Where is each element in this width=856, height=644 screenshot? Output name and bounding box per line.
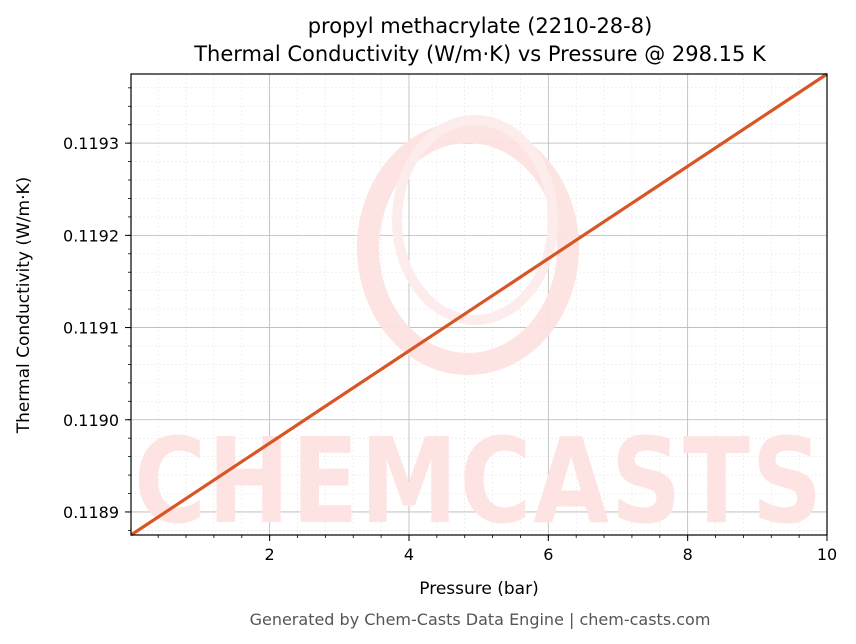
watermark-swirl (357, 121, 579, 375)
watermark-swirl-inner (392, 115, 558, 325)
axes-frame (130, 73, 828, 536)
x-tick-label: 8 (683, 545, 693, 564)
x-axis: 2 4 6 8 10 (157, 535, 837, 564)
y-axis-label: Thermal Conductivity (W/m·K) (14, 177, 34, 435)
y-tick-label: 0.1193 (63, 134, 119, 153)
x-tick-label: 2 (265, 545, 275, 564)
series-layer (130, 72, 828, 537)
y-tick-label: 0.1189 (63, 503, 119, 522)
y-tick-label: 0.1190 (63, 411, 119, 430)
x-tick-label: 6 (543, 545, 553, 564)
footer-credit: Generated by Chem-Casts Data Engine | ch… (250, 610, 711, 629)
minor-grid (131, 74, 827, 535)
chart-title: propyl methacrylate (2210-28-8) (308, 14, 653, 38)
watermark-text: CHEMCASTS (134, 412, 824, 550)
x-tick-label: 4 (404, 545, 414, 564)
series-line (130, 72, 828, 537)
y-tick-label: 0.1192 (63, 226, 119, 245)
watermark-logo (357, 115, 579, 375)
chart-subtitle: Thermal Conductivity (W/m·K) vs Pressure… (193, 42, 767, 66)
x-tick-label: 10 (817, 545, 837, 564)
y-tick-label: 0.1191 (63, 319, 119, 338)
x-axis-label: Pressure (bar) (419, 579, 538, 599)
y-axis: 0.1189 0.1190 0.1191 0.1192 0.1193 (63, 87, 131, 531)
